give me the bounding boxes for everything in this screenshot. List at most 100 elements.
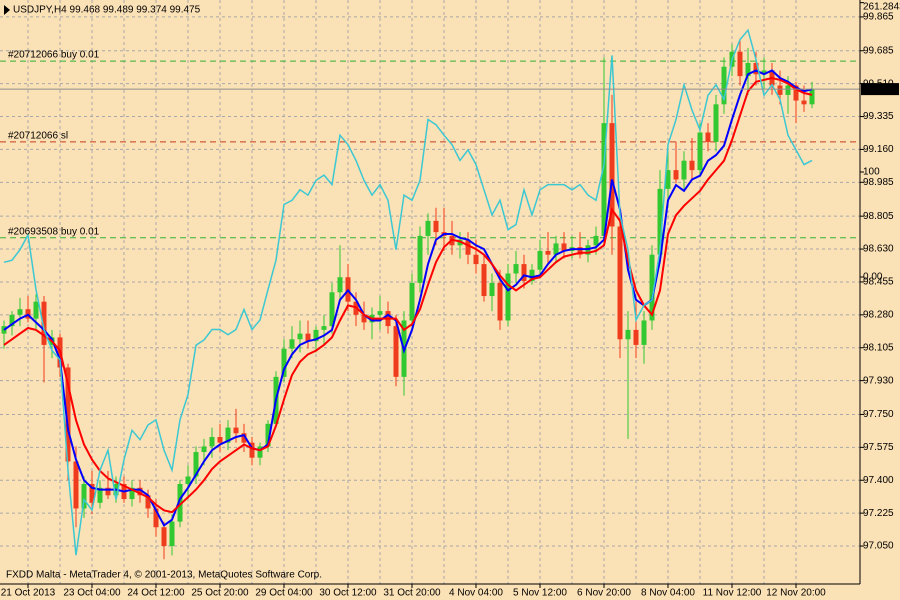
y-tick-label: 97.750: [863, 409, 894, 420]
y-tick-label: 99.685: [863, 45, 894, 56]
candle-body: [737, 51, 743, 77]
candle-body: [657, 188, 663, 255]
footer: FXDD Malta - MetaTrader 4, © 2001-2013, …: [6, 570, 322, 581]
y-tick-label: 97.225: [863, 508, 894, 519]
indicator-line: [3, 28, 813, 556]
x-tick-label: 30 Oct 12:00: [319, 588, 377, 599]
candle-body: [649, 254, 655, 321]
x-tick-label: 21 Oct 2013: [1, 588, 56, 599]
y-tick-label: 99.160: [863, 144, 894, 155]
candle-body: [793, 85, 799, 101]
candle-body: [41, 301, 47, 345]
candle-body: [17, 309, 23, 315]
candle-body: [377, 311, 383, 315]
candle-body: [425, 220, 431, 236]
candle-body: [329, 292, 335, 327]
candle-body: [497, 282, 503, 321]
candle-body: [33, 301, 39, 319]
y-tick-label: 99.335: [863, 111, 894, 122]
candle-body: [521, 264, 527, 282]
candle-body: [753, 62, 759, 75]
candle-body: [633, 329, 639, 345]
candle-body: [289, 339, 295, 349]
candle-body: [561, 243, 567, 251]
candle-body: [809, 89, 815, 105]
y-tick-label: 98.280: [863, 309, 894, 320]
y-tick-label: 98.105: [863, 342, 894, 353]
candle-body: [281, 348, 287, 377]
indicator-line: [3, 76, 813, 514]
candle-body: [249, 442, 255, 458]
candle-body: [641, 320, 647, 345]
candle-body: [529, 269, 535, 282]
candle-body: [681, 160, 687, 180]
x-tick-label: 4 Nov 04:00: [449, 588, 503, 599]
candle-body: [297, 333, 303, 340]
candle-body: [777, 85, 783, 95]
x-tick-label: 12 Nov 20:00: [766, 588, 826, 599]
order-label: #20693508 buy 0.01: [8, 226, 100, 237]
candle-body: [233, 427, 239, 434]
x-tick-label: 23 Oct 04:00: [63, 588, 121, 599]
candle-body: [393, 326, 399, 377]
bid-box: [861, 83, 899, 96]
candle-body: [161, 527, 167, 547]
x-tick-label: 6 Nov 20:00: [577, 588, 631, 599]
candle-body: [489, 282, 495, 297]
x-tick-label: 25 Oct 20:00: [191, 588, 249, 599]
y-tick-label: 97.575: [863, 442, 894, 453]
candle-body: [593, 235, 599, 246]
candle-body: [537, 250, 543, 270]
candle-body: [145, 495, 151, 509]
candle-body: [361, 314, 367, 323]
candle-body: [241, 433, 247, 443]
candle-body: [721, 66, 727, 105]
candle-body: [689, 160, 695, 171]
candle-body: [89, 484, 95, 503]
candle-body: [313, 329, 319, 342]
candle-body: [129, 487, 135, 500]
y-tick-label: 98.985: [863, 177, 894, 188]
candle-body: [65, 367, 71, 462]
candle-body: [673, 170, 679, 180]
candle-body: [209, 437, 215, 447]
x-tick-label: 24 Oct 12:00: [127, 588, 185, 599]
candle-body: [81, 484, 87, 509]
candle-body: [617, 226, 623, 340]
symbol-icon: [4, 5, 10, 15]
order-label: #20712066 sl: [8, 131, 68, 142]
candle-body: [697, 132, 703, 171]
candle-body: [553, 243, 559, 255]
candle-body: [257, 446, 263, 458]
candle-body: [505, 273, 511, 321]
candle-body: [193, 452, 199, 477]
candle-body: [169, 521, 175, 547]
candle-body: [201, 446, 207, 453]
chart-title: USDJPY,H4 99.468 99.489 99.374 99.475: [13, 5, 201, 16]
candle-body: [545, 250, 551, 255]
x-tick-label: 11 Nov 12:00: [703, 588, 762, 599]
candle-body: [305, 333, 311, 342]
y-tick-label: 98.455: [863, 277, 894, 288]
bid-label: 99.481: [863, 84, 894, 95]
candle-body: [601, 123, 607, 236]
x-tick-label: 31 Oct 20:00: [383, 588, 441, 599]
candle-body: [337, 277, 343, 293]
candle-body: [225, 427, 231, 443]
candle-body: [185, 476, 191, 485]
marks-layer: [0, 28, 860, 560]
y2-tick-label: 100: [863, 167, 880, 178]
candle-body: [745, 62, 751, 77]
y-tick-label: 98.805: [863, 211, 894, 222]
candle-body: [433, 220, 439, 233]
candle-body: [137, 487, 143, 496]
candle-body: [97, 487, 103, 503]
candle-body: [465, 239, 471, 255]
candle-body: [801, 100, 807, 105]
x-tick-label: 29 Oct 04:00: [255, 588, 313, 599]
y-tick-label: 97.050: [863, 541, 894, 552]
